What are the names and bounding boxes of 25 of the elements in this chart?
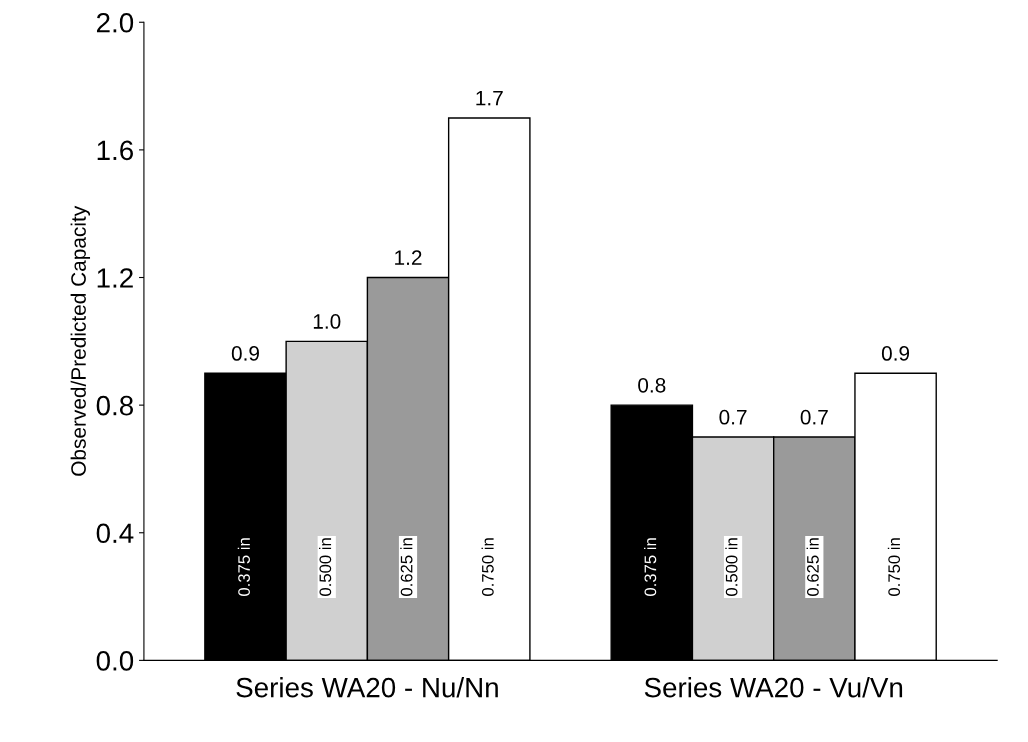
y-tick-label: 0.4 [96, 523, 134, 544]
x-tick-label: Series WA20 - Nu/Nn [236, 677, 498, 698]
data-label: 1.7 [476, 90, 503, 106]
data-label: 1.2 [395, 250, 422, 265]
series-label: 0.375 in [237, 538, 250, 596]
data-label: 1.0 [313, 314, 341, 329]
data-label: 0.9 [231, 346, 259, 361]
x-tick-label: Series WA20 - Vu/Vn [644, 677, 903, 698]
text: 0.375 in [644, 538, 657, 596]
data-label: 0.7 [719, 409, 747, 425]
series-label: 0.750 in [481, 538, 494, 596]
data-label: 0.9 [881, 346, 910, 361]
y-tick-label: 0.8 [96, 395, 133, 416]
data-label: 0.8 [638, 377, 666, 393]
data-label: 0.7 [800, 409, 828, 425]
y-tick-label: 0.0 [96, 651, 134, 671]
y-tick-label: 1.2 [97, 268, 133, 288]
series-label: 0.500 in [318, 538, 332, 596]
text: 0.625 in [400, 538, 413, 596]
text: 0.750 in [887, 538, 901, 596]
text: 0.500 in [725, 538, 738, 596]
series-label: 0.625 in [806, 538, 819, 596]
y-axis-title: Observed/Predicted Capacity [70, 205, 91, 476]
y-tick-label: 1.6 [97, 140, 133, 161]
y-tick-label: 2.0 [96, 12, 134, 33]
